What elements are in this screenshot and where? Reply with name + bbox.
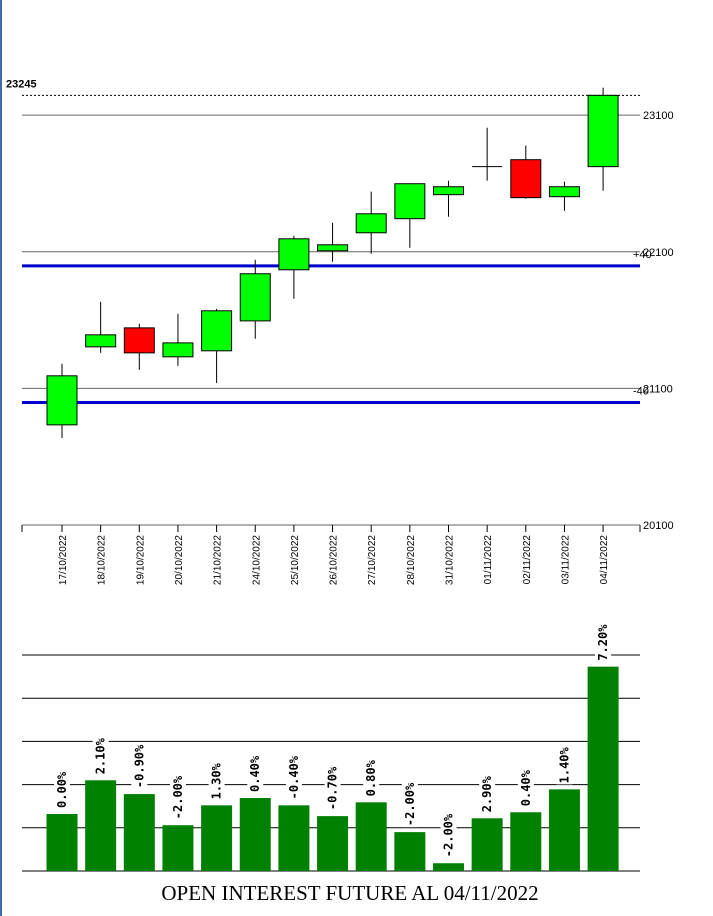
label-background: [363, 758, 380, 798]
label-background: [517, 768, 534, 808]
pct-change-label: 2.10%: [94, 737, 108, 774]
band-label: +40: [633, 249, 652, 261]
pct-change-label: -2.00%: [442, 813, 456, 857]
pct-change-label: 0.80%: [364, 759, 378, 796]
pct-change-label: 2.90%: [480, 775, 494, 812]
label-background: [54, 770, 70, 809]
pct-change-label: 0.40%: [519, 769, 533, 806]
bar: [85, 780, 117, 871]
x-tick-label: 01/11/2022: [483, 535, 494, 585]
pct-change-label: -2.00%: [171, 775, 185, 819]
x-tick-label: 26/10/2022: [329, 535, 340, 585]
bar: [201, 805, 233, 871]
candle-body: [123, 327, 155, 354]
pct-change-label: 0.00%: [55, 771, 69, 808]
bar: [394, 832, 426, 871]
candle-body: [278, 238, 310, 271]
candle-body: [587, 94, 619, 168]
candle-body: [355, 213, 387, 234]
bar: [239, 797, 271, 871]
pct-change-label: 7.20%: [596, 624, 610, 661]
candle-body: [46, 375, 78, 426]
bar: [278, 805, 310, 871]
bar: [433, 863, 464, 871]
label-background: [324, 765, 341, 812]
x-tick-label: 28/10/2022: [406, 535, 417, 585]
pct-change-label: 0.40%: [248, 755, 262, 792]
pct-change-label: 1.30%: [210, 762, 224, 799]
y-tick-label: 21100: [643, 383, 673, 395]
candle-body: [510, 159, 542, 199]
bar: [355, 802, 387, 871]
candle-body: [394, 183, 426, 220]
label-background: [479, 774, 496, 814]
band-label: -40: [633, 385, 649, 397]
label-background: [285, 754, 302, 801]
x-tick-label: 17/10/2022: [58, 535, 69, 585]
y-tick-label: 23100: [643, 110, 674, 122]
label-background: [92, 736, 109, 776]
candle-body: [201, 310, 233, 352]
x-tick-label: 24/10/2022: [251, 535, 262, 585]
candle-body: [548, 186, 580, 198]
x-tick-label: 25/10/2022: [290, 535, 301, 585]
x-tick-label: 18/10/2022: [97, 535, 108, 585]
bar: [123, 794, 155, 871]
candle-body: [433, 186, 464, 196]
label-background: [208, 761, 225, 801]
window-edge: [0, 0, 2, 916]
bar: [46, 813, 78, 871]
candle-body: [317, 244, 349, 252]
bar: [317, 816, 349, 871]
label-background: [595, 622, 612, 662]
x-tick-label: 19/10/2022: [135, 535, 146, 585]
x-tick-label: 04/11/2022: [599, 535, 610, 585]
bar: [471, 818, 503, 871]
bar: [510, 812, 542, 871]
y-tick-label: 22100: [643, 247, 674, 259]
pct-change-label: -2.00%: [403, 782, 417, 826]
bar: [162, 825, 194, 871]
bar: [587, 666, 619, 871]
label-background: [169, 774, 186, 821]
x-tick-label: 27/10/2022: [367, 535, 378, 585]
candle-body: [239, 273, 271, 322]
x-tick-label: 02/11/2022: [522, 535, 533, 585]
last-price-label: 23245: [6, 78, 37, 90]
pct-change-label: -0.40%: [287, 755, 301, 799]
label-background: [247, 754, 264, 793]
x-tick-label: 31/10/2022: [445, 535, 456, 585]
label-background: [131, 742, 148, 790]
chart-title: OPEN INTEREST FUTURE AL 04/11/2022: [161, 881, 538, 905]
x-tick-label: 20/10/2022: [174, 535, 185, 585]
x-tick-label: 03/11/2022: [560, 535, 571, 585]
pct-change-label: 1.40%: [557, 746, 571, 783]
candle-body: [85, 334, 117, 348]
label-background: [401, 780, 418, 828]
pct-change-label: -0.70%: [326, 766, 340, 810]
label-background: [440, 812, 457, 859]
bar: [548, 789, 580, 871]
label-background: [556, 745, 573, 785]
x-tick-label: 21/10/2022: [213, 535, 224, 585]
pct-change-label: -0.90%: [132, 744, 146, 788]
y-tick-label: 20100: [643, 520, 674, 532]
candle-body: [162, 342, 194, 358]
